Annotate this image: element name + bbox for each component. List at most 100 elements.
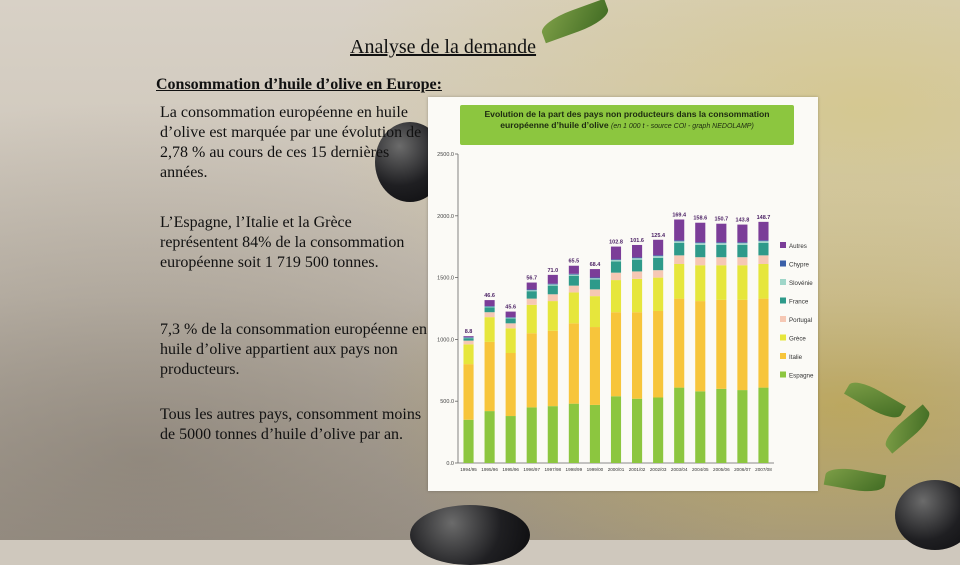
bar-segment-espagne — [485, 411, 495, 463]
bar-segment-portugal — [716, 257, 726, 265]
legend-label: Grèce — [789, 336, 806, 343]
bar-segment-grèce — [548, 301, 558, 331]
bar-segment-slovénie — [695, 243, 705, 245]
bar-segment-espagne — [548, 406, 558, 463]
bar-segment-espagne — [463, 420, 473, 463]
chart-panel: Evolution de la part des pays non produc… — [428, 97, 818, 491]
bar-segment-chypre — [716, 242, 726, 243]
bar-segment-chypre — [674, 240, 684, 241]
legend-label: Chypre — [789, 262, 810, 269]
bar-segment-grèce — [737, 265, 747, 300]
bar-segment-chypre — [737, 242, 747, 243]
bar-segment-slovénie — [485, 307, 495, 308]
bar-segment-espagne — [506, 416, 516, 463]
bar-segment-espagne — [590, 405, 600, 463]
bar-segment-chypre — [590, 277, 600, 278]
data-label: 101.6 — [630, 238, 644, 244]
bar-segment-italie — [632, 312, 642, 399]
data-label: 68.4 — [590, 262, 602, 268]
bar-segment-chypre — [548, 284, 558, 285]
bar-segment-autres — [632, 245, 642, 257]
data-label: 143.8 — [736, 218, 750, 224]
bar-segment-france — [506, 318, 516, 323]
bar-segment-autres — [463, 336, 473, 337]
bar-segment-chypre — [758, 240, 768, 241]
x-tick-label: 1995/96 — [481, 467, 498, 472]
bar-segment-espagne — [632, 399, 642, 463]
bar-segment-portugal — [737, 257, 747, 265]
bar-segment-italie — [653, 311, 663, 398]
legend-label: Portugal — [789, 317, 812, 324]
bar-segment-espagne — [695, 391, 705, 463]
bar-segment-chypre — [632, 257, 642, 258]
bar-segment-espagne — [758, 388, 768, 463]
bar-segment-chypre — [463, 337, 473, 338]
bar-segment-grèce — [485, 317, 495, 342]
data-label: 158.6 — [693, 216, 707, 222]
bar-segment-france — [463, 338, 473, 340]
black-olive-decoration — [410, 505, 530, 565]
x-tick-label: 2006/07 — [734, 467, 751, 472]
bar-segment-grèce — [463, 344, 473, 364]
bar-segment-chypre — [653, 255, 663, 256]
bar-segment-espagne — [527, 407, 537, 463]
bar-segment-slovénie — [548, 284, 558, 285]
legend-swatch — [780, 261, 786, 267]
x-tick-label: 2002/03 — [650, 467, 667, 472]
legend-label: Espagne — [789, 373, 814, 380]
bar-segment-slovénie — [569, 275, 579, 276]
bar-segment-france — [548, 286, 558, 295]
bar-segment-italie — [590, 327, 600, 405]
data-label: 150.7 — [714, 217, 728, 223]
bar-segment-portugal — [485, 312, 495, 317]
bar-segment-autres — [653, 240, 663, 255]
bar-segment-espagne — [674, 388, 684, 463]
legend-swatch — [780, 335, 786, 341]
bar-segment-italie — [548, 331, 558, 406]
bar-segment-italie — [463, 364, 473, 420]
bar-segment-italie — [527, 333, 537, 407]
bar-segment-italie — [758, 299, 768, 388]
legend-label: Italie — [789, 354, 803, 361]
bar-segment-slovénie — [611, 260, 621, 261]
data-label: 56.7 — [526, 276, 537, 282]
bar-segment-portugal — [653, 270, 663, 277]
bar-segment-france — [758, 243, 768, 255]
y-tick-label: 2500.0 — [437, 152, 454, 158]
bar-segment-france — [569, 276, 579, 286]
y-tick-label: 500.0 — [440, 399, 454, 405]
bar-segment-autres — [695, 223, 705, 243]
bar-segment-grèce — [758, 264, 768, 299]
legend-label: Slovénie — [789, 280, 813, 287]
x-tick-label: 1999/00 — [587, 467, 604, 472]
bar-segment-grèce — [569, 292, 579, 323]
bar-segment-italie — [611, 312, 621, 396]
bar-segment-italie — [485, 342, 495, 411]
bar-segment-france — [716, 245, 726, 257]
bar-segment-espagne — [716, 389, 726, 463]
x-tick-label: 2005/06 — [713, 467, 730, 472]
data-label: 71.0 — [547, 268, 558, 274]
bar-segment-portugal — [632, 271, 642, 278]
legend-label: Autres — [789, 243, 807, 250]
y-tick-label: 0.0 — [446, 461, 454, 467]
bar-segment-portugal — [548, 294, 558, 301]
bar-segment-france — [695, 245, 705, 257]
bar-segment-grèce — [590, 296, 600, 327]
data-label: 102.8 — [609, 240, 623, 246]
bar-segment-autres — [716, 224, 726, 243]
bar-segment-italie — [569, 323, 579, 403]
y-tick-label: 1500.0 — [437, 276, 454, 282]
data-label: 169.4 — [672, 213, 687, 219]
bar-segment-portugal — [590, 289, 600, 296]
x-tick-label: 1994/95 — [460, 467, 477, 472]
bar-segment-espagne — [569, 404, 579, 463]
legend-swatch — [780, 316, 786, 322]
bar-segment-france — [674, 243, 684, 255]
bar-segment-autres — [611, 247, 621, 260]
x-tick-label: 2007/08 — [755, 467, 772, 472]
bar-segment-italie — [695, 301, 705, 391]
legend-swatch — [780, 298, 786, 304]
bar-segment-italie — [737, 300, 747, 390]
bar-segment-france — [590, 279, 600, 289]
